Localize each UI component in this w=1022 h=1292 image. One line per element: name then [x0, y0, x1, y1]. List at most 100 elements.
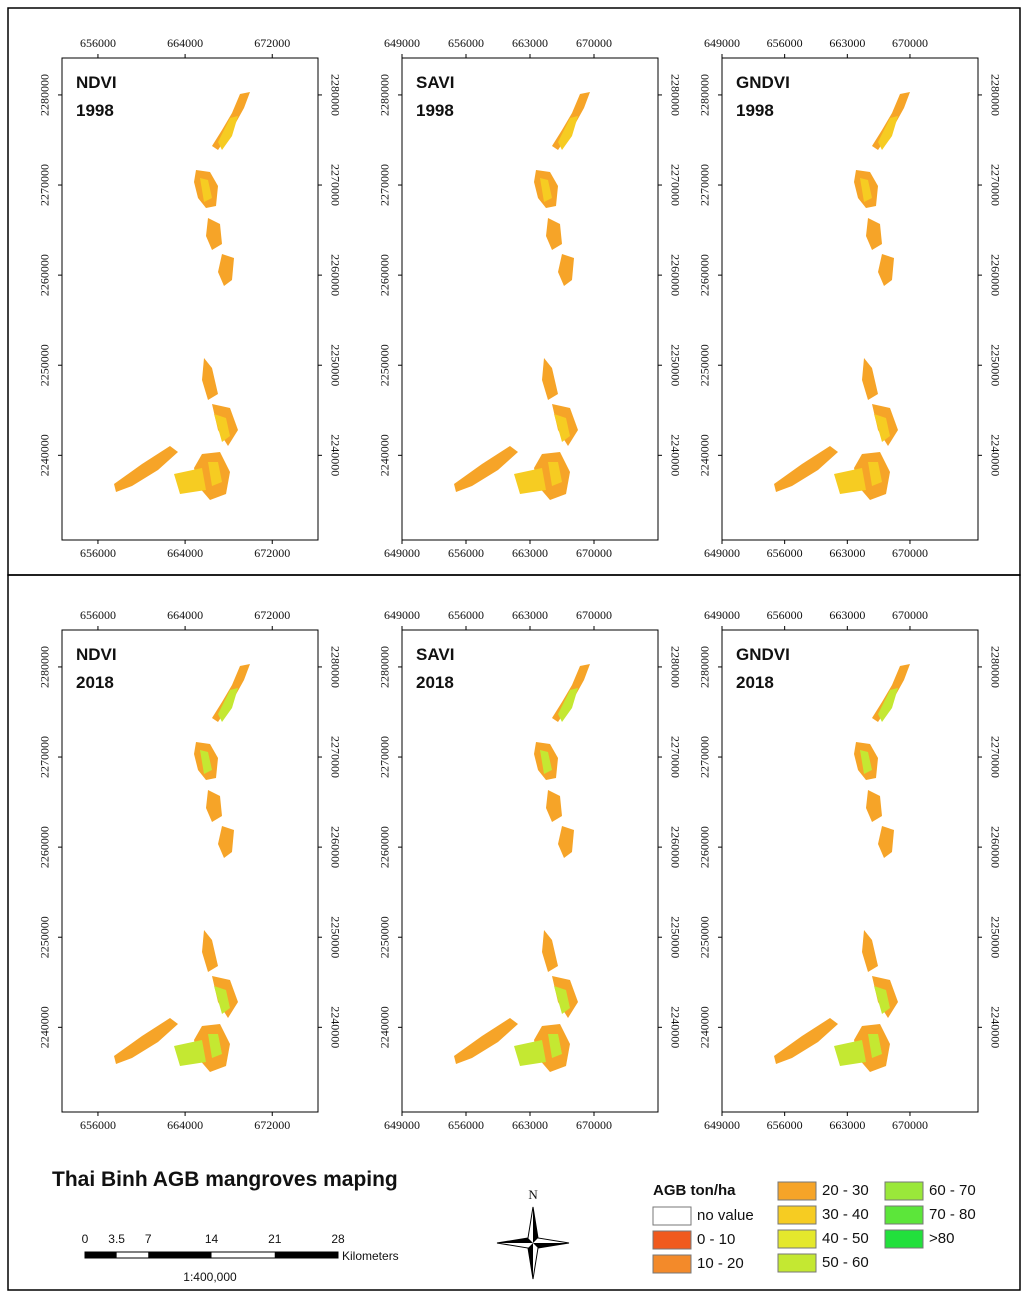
x-tick-label: 656000: [767, 1118, 803, 1132]
y-tick-label: 2260000: [378, 254, 392, 296]
panel-frame: [721, 629, 979, 1113]
x-tick-label: 672000: [254, 1118, 290, 1132]
x-tick-label: 664000: [167, 36, 203, 50]
x-tick-label: 663000: [512, 546, 548, 560]
scale-bar-segment: [274, 1252, 338, 1258]
y-tick-label: 2260000: [698, 826, 712, 868]
scale-bar-segment: [148, 1252, 212, 1258]
y-tick-label: 2240000: [668, 434, 682, 476]
x-tick-label: 670000: [892, 608, 928, 622]
legend-swatch: [884, 1181, 924, 1201]
scale-ratio: 1:400,000: [183, 1270, 237, 1284]
y-tick-label: 2250000: [698, 344, 712, 386]
x-tick-label: 672000: [254, 608, 290, 622]
legend-swatch: [777, 1205, 817, 1225]
x-tick-label: 663000: [512, 36, 548, 50]
y-tick-label: 2240000: [328, 1006, 342, 1048]
x-tick-label: 649000: [704, 546, 740, 560]
y-tick-label: 2240000: [698, 1006, 712, 1048]
y-tick-label: 2280000: [698, 74, 712, 116]
y-tick-label: 2240000: [38, 434, 52, 476]
y-tick-label: 2270000: [698, 736, 712, 778]
scale-bar: 0 3.5 7 14 21 28 Kilometers 1:400,000: [82, 1232, 399, 1284]
panel-frame: [721, 57, 979, 541]
y-tick-label: 2280000: [698, 646, 712, 688]
y-tick-label: 2250000: [668, 916, 682, 958]
y-tick-label: 2240000: [668, 1006, 682, 1048]
legend-label: >80: [929, 1230, 954, 1247]
legend-swatch: [884, 1205, 924, 1225]
y-tick-label: 2240000: [988, 1006, 1002, 1048]
y-tick-label: 2270000: [38, 164, 52, 206]
x-tick-label: 649000: [704, 1118, 740, 1132]
y-tick-label: 2260000: [988, 826, 1002, 868]
scale-bar-segment: [85, 1252, 117, 1258]
legend-swatch: [652, 1230, 692, 1250]
north-label: N: [528, 1187, 538, 1202]
panel-year: 2018: [736, 673, 774, 692]
legend-swatch: [652, 1206, 692, 1226]
x-tick-label: 656000: [767, 546, 803, 560]
legend-title: AGB ton/ha: [653, 1182, 736, 1199]
y-tick-label: 2260000: [378, 826, 392, 868]
x-tick-label: 649000: [384, 1118, 420, 1132]
x-tick-label: 656000: [80, 608, 116, 622]
legend: AGB ton/ha no value 0 - 10 10 - 20 20 - 30 30…: [652, 1181, 976, 1274]
legend-label: 0 - 10: [697, 1231, 735, 1248]
y-tick-label: 2250000: [698, 916, 712, 958]
scale-tick-label: 14: [205, 1232, 219, 1246]
y-tick-label: 2240000: [38, 1006, 52, 1048]
scale-tick-label: 28: [331, 1232, 345, 1246]
y-tick-label: 2260000: [668, 826, 682, 868]
panel-frame: [401, 629, 659, 1113]
y-tick-label: 2250000: [328, 916, 342, 958]
y-tick-label: 2250000: [988, 344, 1002, 386]
x-tick-label: 670000: [892, 546, 928, 560]
panel-index: SAVI: [416, 645, 454, 664]
y-tick-label: 2280000: [668, 74, 682, 116]
x-tick-label: 664000: [167, 546, 203, 560]
y-tick-label: 2280000: [328, 646, 342, 688]
legend-label: no value: [697, 1207, 754, 1224]
x-tick-label: 663000: [829, 608, 865, 622]
x-tick-label: 656000: [448, 608, 484, 622]
y-tick-label: 2240000: [378, 1006, 392, 1048]
legend-label: 50 - 60: [822, 1254, 869, 1271]
scale-tick-label: 0: [82, 1232, 89, 1246]
y-tick-label: 2270000: [668, 164, 682, 206]
x-tick-label: 656000: [448, 1118, 484, 1132]
legend-label: 20 - 30: [822, 1182, 869, 1199]
y-tick-label: 2270000: [38, 736, 52, 778]
legend-swatch: [884, 1229, 924, 1249]
panel-index: NDVI: [76, 645, 117, 664]
x-tick-label: 656000: [80, 36, 116, 50]
y-tick-label: 2250000: [988, 916, 1002, 958]
map-panel: NDVI 2018 656000 656000 664000 664000 672000 67…: [38, 608, 343, 1132]
scale-tick-label: 7: [145, 1232, 152, 1246]
panels: NDVI 1998 656000 656000 664000 664000 672000 67…: [38, 36, 1003, 1132]
legend-label: 60 - 70: [929, 1182, 976, 1199]
y-tick-label: 2280000: [378, 646, 392, 688]
x-tick-label: 649000: [704, 608, 740, 622]
legend-label: 10 - 20: [697, 1255, 744, 1272]
y-tick-label: 2270000: [698, 164, 712, 206]
x-tick-label: 670000: [892, 1118, 928, 1132]
x-tick-label: 663000: [829, 1118, 865, 1132]
legend-swatch: [777, 1229, 817, 1249]
panel-frame: [61, 57, 319, 541]
x-tick-label: 649000: [384, 36, 420, 50]
x-tick-label: 656000: [448, 546, 484, 560]
legend-label: 70 - 80: [929, 1206, 976, 1223]
y-tick-label: 2240000: [698, 434, 712, 476]
y-tick-label: 2270000: [988, 164, 1002, 206]
x-tick-label: 664000: [167, 608, 203, 622]
y-tick-label: 2270000: [328, 736, 342, 778]
x-tick-label: 649000: [384, 608, 420, 622]
x-tick-label: 656000: [80, 1118, 116, 1132]
scale-tick-label: 21: [268, 1232, 282, 1246]
panel-index: GNDVI: [736, 645, 790, 664]
x-tick-label: 663000: [829, 546, 865, 560]
panel-frame: [61, 629, 319, 1113]
y-tick-label: 2250000: [38, 916, 52, 958]
